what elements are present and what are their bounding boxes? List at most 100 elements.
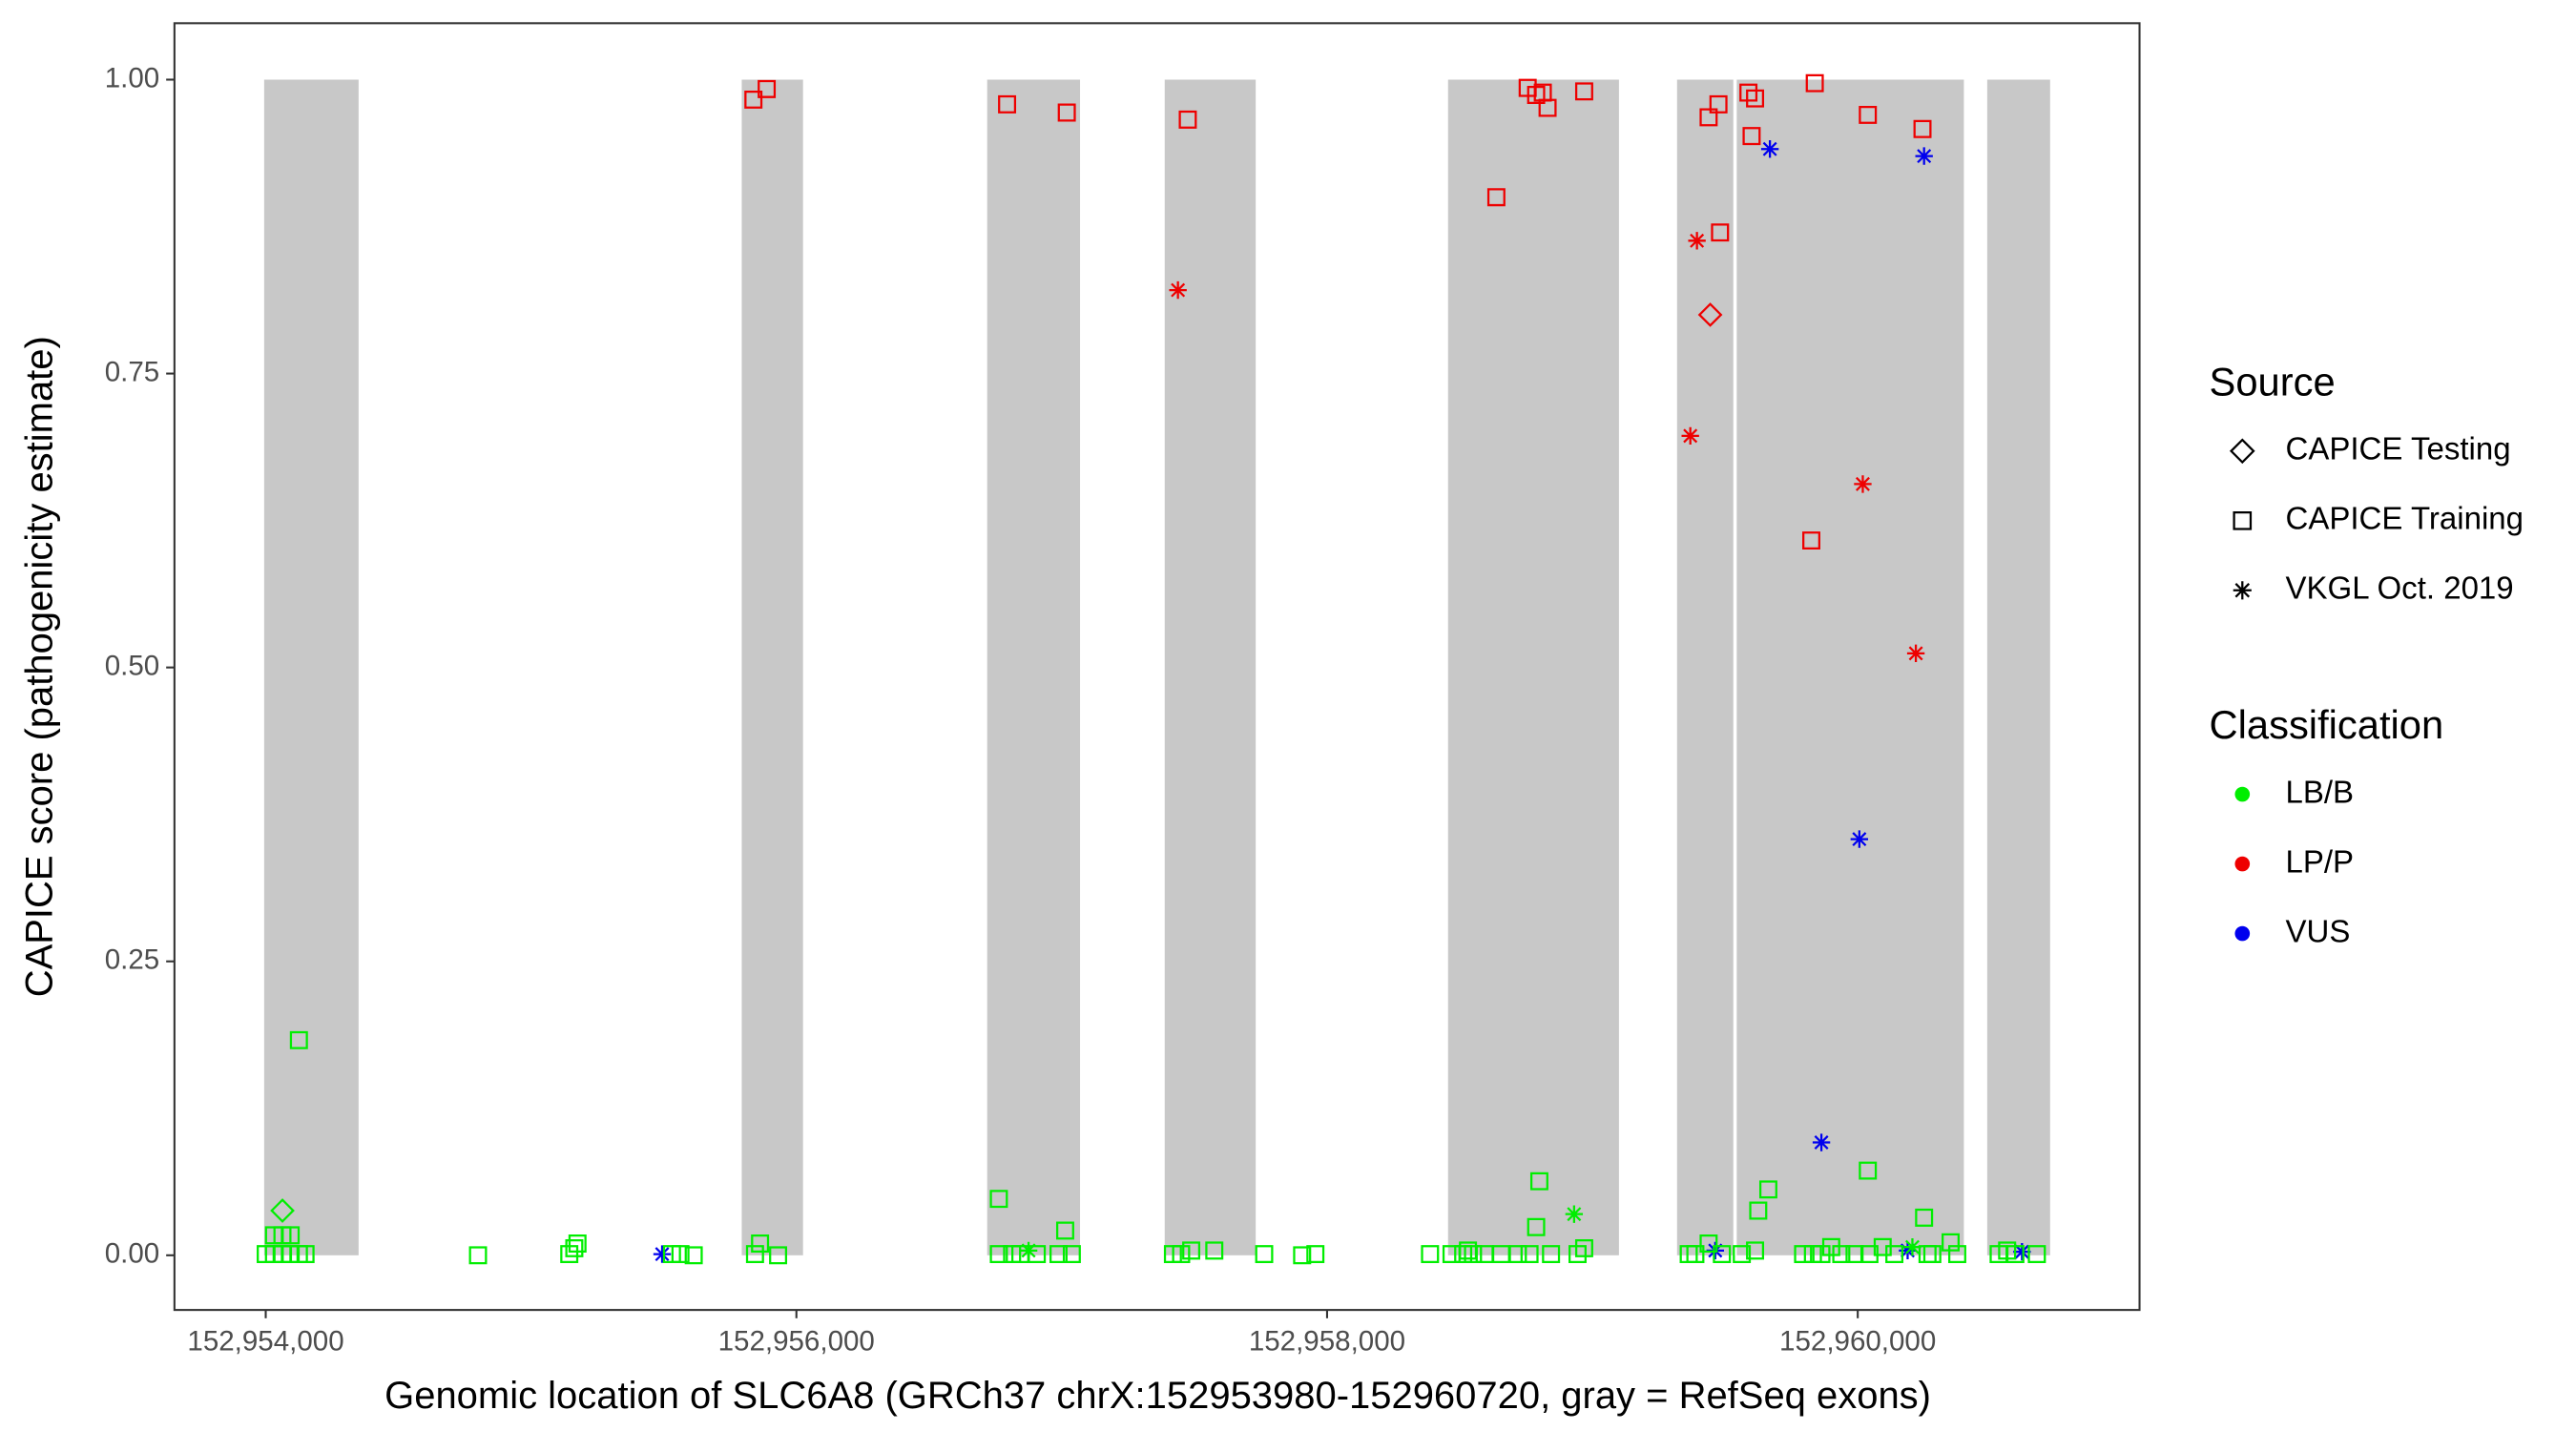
y-tick-label: 1.00 [105, 62, 159, 93]
legend-label: LB/B [2285, 774, 2354, 809]
data-point [1854, 475, 1872, 493]
data-point [671, 1245, 690, 1264]
data-point [1568, 1245, 1587, 1264]
data-point [1922, 1245, 1942, 1264]
data-point [998, 94, 1017, 114]
data-point [1681, 426, 1699, 446]
data-point [1255, 1245, 1274, 1264]
data-point [1885, 1245, 1904, 1264]
data-point [289, 1030, 308, 1049]
legend-key [2234, 925, 2251, 942]
exon-band [1447, 79, 1619, 1255]
data-point [1873, 1237, 1892, 1256]
data-point [1746, 89, 1765, 108]
exon-band [1676, 79, 1734, 1255]
data-point [1699, 1234, 1718, 1253]
x-tick-label: 152,954,000 [187, 1326, 343, 1358]
data-point [1758, 1180, 1777, 1199]
data-point [1686, 1245, 1705, 1264]
legend-key [2234, 856, 2251, 872]
x-tick-label: 152,958,000 [1249, 1326, 1405, 1358]
data-point [1739, 83, 1758, 102]
data-point [1205, 1241, 1224, 1260]
data-point [1529, 1172, 1548, 1191]
data-point [1913, 119, 1932, 138]
y-tick-label: 0.00 [105, 1238, 159, 1270]
exon-band [1986, 79, 2050, 1255]
legend-label: CAPICE Training [2285, 500, 2524, 535]
y-axis-title: CAPICE score (pathogenicity estimate) [18, 336, 60, 997]
data-point [1998, 1241, 2017, 1260]
x-tick-label: 152,956,000 [718, 1326, 875, 1358]
data-point [1942, 1233, 1960, 1252]
data-point [1802, 531, 1820, 550]
exon-band [1164, 79, 1257, 1255]
legend-label: CAPICE Testing [2285, 430, 2510, 466]
data-point [769, 1246, 788, 1265]
data-point [1711, 223, 1730, 242]
data-point [1574, 82, 1593, 101]
data-point [1527, 1217, 1546, 1236]
exon-band [263, 79, 359, 1255]
data-point [1915, 1208, 1934, 1227]
exon-band [741, 79, 803, 1255]
data-point [270, 1198, 295, 1223]
data-point [745, 1245, 764, 1264]
data-point [1760, 140, 1779, 158]
data-point [1709, 94, 1728, 114]
data-point [1169, 280, 1187, 300]
y-tick-label: 0.25 [105, 944, 159, 976]
data-point [468, 1246, 488, 1265]
data-point [744, 90, 763, 109]
data-point [989, 1190, 1008, 1209]
data-point [1859, 1245, 1879, 1264]
legend-key [2233, 581, 2252, 600]
data-point [2013, 1242, 2031, 1261]
data-point [296, 1245, 315, 1264]
data-point [1527, 86, 1546, 104]
x-axis-title: Genomic location of SLC6A8 (GRCh37 chrX:… [384, 1375, 1931, 1417]
data-point [1859, 1161, 1878, 1180]
data-point [653, 1245, 672, 1263]
data-point [1903, 1238, 1922, 1256]
data-point [1421, 1245, 1440, 1264]
data-point [1850, 830, 1869, 848]
data-point [1178, 110, 1197, 129]
data-point [1859, 105, 1878, 124]
legend-key [2234, 786, 2251, 802]
data-point [1574, 1238, 1593, 1257]
data-point [1306, 1245, 1325, 1264]
data-point [1915, 147, 1933, 165]
data-point [2027, 1245, 2046, 1264]
legend-title: Source [2210, 359, 2336, 404]
data-point [1697, 302, 1723, 327]
data-point [1749, 1201, 1768, 1220]
data-point [1028, 1245, 1047, 1264]
data-point [758, 79, 777, 98]
exon-band [1736, 79, 1964, 1255]
data-point [1293, 1246, 1312, 1265]
legend-key [2229, 438, 2255, 465]
data-point [1733, 1245, 1752, 1264]
data-point [1821, 1237, 1840, 1256]
data-point [1538, 98, 1557, 117]
data-point [1812, 1133, 1831, 1151]
legend-label: LP/P [2285, 843, 2354, 879]
y-tick-label: 0.50 [105, 650, 159, 681]
y-tick-label: 0.75 [105, 356, 159, 387]
data-point [1057, 103, 1076, 122]
data-point [1055, 1221, 1074, 1240]
data-point [1542, 1245, 1561, 1264]
data-point [1746, 1241, 1765, 1260]
legend-key [2233, 510, 2253, 530]
data-point [1906, 644, 1925, 663]
data-point [1062, 1245, 1081, 1264]
data-point [565, 1238, 584, 1257]
data-point [1688, 232, 1706, 250]
data-point [1805, 73, 1824, 93]
legend-label: VUS [2285, 913, 2350, 948]
data-point [1565, 1205, 1584, 1223]
